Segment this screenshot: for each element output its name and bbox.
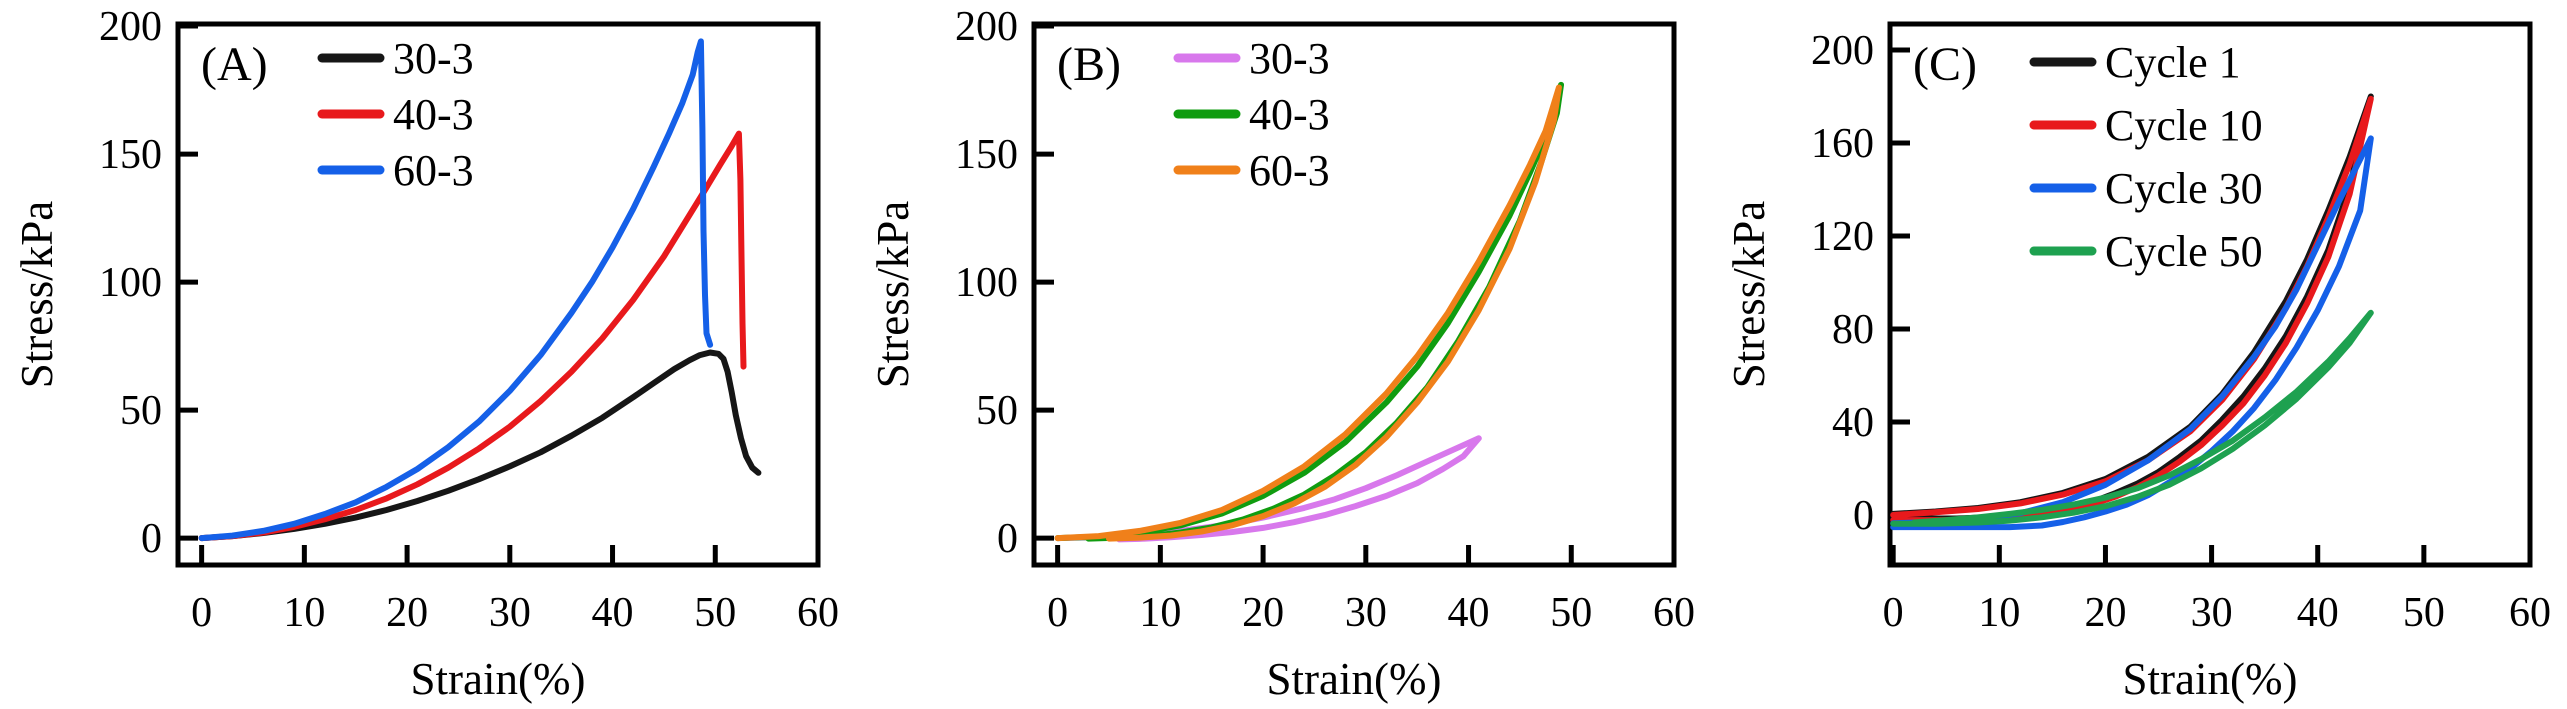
x-tick-label: 30 — [489, 590, 531, 636]
y-tick-label: 160 — [1811, 121, 1874, 167]
legend-label-30-3: 30-3 — [393, 34, 474, 83]
x-tick-label: 10 — [283, 590, 325, 636]
panel-c-chart: 0 10 20 30 40 50 60 0 40 80 120 160 200 Strain(%) Stre… — [1724, 21, 2551, 704]
x-tick-label: 0 — [1047, 590, 1068, 636]
y-tick-label: 0 — [997, 516, 1018, 562]
x-tick-label: 50 — [694, 590, 736, 636]
legend-label-cycle-10: Cycle 10 — [2105, 101, 2263, 150]
x-tick-label: 30 — [2191, 590, 2233, 636]
x-tick-label: 60 — [2509, 590, 2551, 636]
plot-frame — [1031, 21, 1677, 568]
x-tick-label: 40 — [2297, 590, 2339, 636]
series-line-30-3 — [198, 349, 762, 542]
x-tick-label: 60 — [797, 590, 839, 636]
x-tick-label: 60 — [1653, 590, 1695, 636]
y-axis-title: Stress/kPa — [1724, 201, 1774, 389]
panel-b-chart: 0 10 20 30 40 50 60 0 50 100 150 200 Strain(%) Stress… — [868, 4, 1695, 704]
legend-label-40-3: 40-3 — [393, 90, 474, 139]
series-line-60-3 — [198, 38, 714, 542]
series-line-cycle-1 — [1890, 93, 2374, 522]
x-tick-label: 50 — [2403, 590, 2445, 636]
x-tick-label: 20 — [386, 590, 428, 636]
y-tick-label: 120 — [1811, 214, 1874, 260]
x-axis-title: Strain(%) — [2123, 654, 2298, 704]
x-tick-label: 0 — [191, 590, 212, 636]
y-tick-label: 80 — [1832, 307, 1874, 353]
y-tick-label: 0 — [1853, 493, 1874, 539]
plot-frame — [175, 21, 821, 568]
panel-label: (B) — [1057, 38, 1121, 91]
x-tick-label: 30 — [1345, 590, 1387, 636]
y-tick-label: 150 — [955, 132, 1018, 178]
x-tick-label: 10 — [1139, 590, 1181, 636]
panel-label: (C) — [1913, 38, 1977, 91]
legend-label-40-3: 40-3 — [1249, 90, 1330, 139]
y-tick-label: 100 — [99, 260, 162, 306]
x-axis-title: Strain(%) — [411, 654, 586, 704]
legend-label-cycle-1: Cycle 1 — [2105, 38, 2241, 87]
x-tick-label: 20 — [2084, 590, 2126, 636]
series-line-cycle-30 — [1890, 135, 2374, 531]
y-tick-label: 50 — [120, 388, 162, 434]
x-axis-title: Strain(%) — [1267, 654, 1442, 704]
y-tick-label: 0 — [141, 516, 162, 562]
legend-label-60-3: 60-3 — [393, 146, 474, 195]
y-axis-title: Stress/kPa — [868, 201, 918, 389]
y-tick-label: 40 — [1832, 400, 1874, 446]
legend-label-cycle-30: Cycle 30 — [2105, 164, 2263, 213]
y-axis-title: Stress/kPa — [12, 201, 62, 389]
y-tick-label: 50 — [976, 388, 1018, 434]
legend-label-60-3: 60-3 — [1249, 146, 1330, 195]
series-line-40-3 — [198, 130, 747, 542]
legend-label-cycle-50: Cycle 50 — [2105, 227, 2263, 276]
x-tick-label: 50 — [1550, 590, 1592, 636]
panel-a-chart: 0 10 20 30 40 50 60 0 50 100 150 200 Strain(%) Stress… — [12, 4, 839, 704]
y-tick-label: 150 — [99, 132, 162, 178]
x-tick-label: 40 — [592, 590, 634, 636]
series-line-cycle-50 — [1890, 309, 2374, 527]
panel-label: (A) — [201, 38, 268, 91]
legend-label-30-3: 30-3 — [1249, 34, 1330, 83]
y-tick-label: 200 — [1811, 28, 1874, 74]
y-tick-label: 200 — [955, 4, 1018, 50]
x-tick-label: 40 — [1448, 590, 1490, 636]
y-tick-label: 200 — [99, 4, 162, 50]
x-tick-label: 20 — [1242, 590, 1284, 636]
series-line-60-3 — [1054, 84, 1562, 542]
x-tick-label: 0 — [1883, 590, 1904, 636]
x-tick-label: 10 — [1978, 590, 2020, 636]
y-tick-label: 100 — [955, 260, 1018, 306]
